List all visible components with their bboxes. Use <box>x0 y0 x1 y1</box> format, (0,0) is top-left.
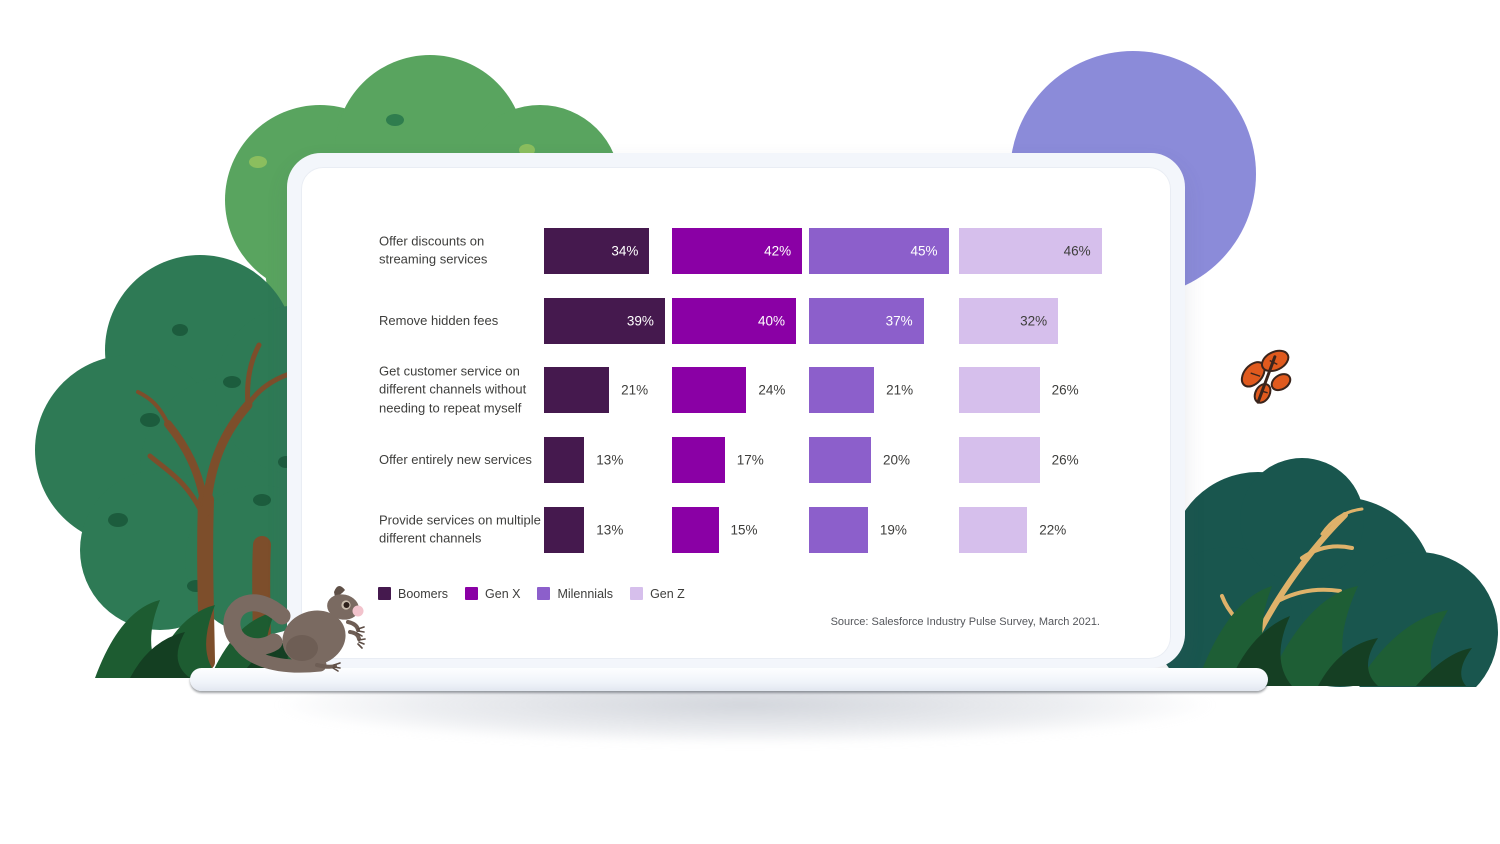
bar-genz: 46% <box>959 228 1102 274</box>
bar-value-label: 21% <box>886 382 914 398</box>
bar-value-label: 13% <box>596 452 624 468</box>
bar-value-label: 39% <box>626 313 654 329</box>
bar-value-label: 37% <box>885 313 913 329</box>
bar-value-label: 19% <box>879 522 907 538</box>
bar-value-label: 32% <box>1020 313 1048 329</box>
bar-boomers: 21% <box>544 367 648 413</box>
source-caption: Source: Salesforce Industry Pulse Survey… <box>830 616 1100 628</box>
bar-value-label: 26% <box>1051 382 1079 398</box>
bar-genz: 22% <box>959 507 1066 553</box>
row-label: Get customer service on different channe… <box>379 363 527 416</box>
chart-row: Get customer service on different channe… <box>287 363 1185 415</box>
laptop-screen: Offer discounts on streaming services 34… <box>287 153 1185 668</box>
legend-item-genz: Gen Z <box>630 587 685 601</box>
legend: Boomers Gen X Milennials Gen Z <box>378 586 685 601</box>
row-label: Provide services on multiple different c… <box>379 512 541 546</box>
bar-millennials: 45% <box>809 228 949 274</box>
bar-millennials: 21% <box>809 367 913 413</box>
row-label: Offer entirely new services <box>379 451 532 467</box>
laptop-base <box>190 668 1268 691</box>
legend-swatch <box>378 587 391 600</box>
legend-swatch <box>630 587 644 600</box>
squirrel-illustration <box>223 585 366 673</box>
bar-value-label: 17% <box>736 452 764 468</box>
bar-genz: 26% <box>959 367 1079 413</box>
bar-value-label: 22% <box>1039 522 1067 538</box>
bar-genz: 26% <box>959 437 1079 483</box>
bar-value-label: 45% <box>910 243 938 259</box>
bar-value-label: 34% <box>611 243 639 259</box>
ground-shadow <box>150 684 1340 779</box>
butterfly-icon <box>1240 349 1292 404</box>
bar-value-label: 13% <box>596 522 624 538</box>
bar-millennials: 37% <box>809 298 924 344</box>
bar-genx: 15% <box>672 507 758 553</box>
bar-value-label: 21% <box>621 382 649 398</box>
bar-boomers: 34% <box>544 228 650 274</box>
chart-row: Offer entirely new services 13% 17% 20% … <box>287 437 1185 483</box>
legend-label: Gen Z <box>650 586 685 601</box>
bar-chart: Offer discounts on streaming services 34… <box>287 153 1185 668</box>
bar-boomers: 39% <box>544 298 665 344</box>
bar-value-label: 46% <box>1063 243 1091 259</box>
bar-genx: 24% <box>672 367 785 413</box>
legend-label: Gen X <box>485 586 521 601</box>
bar-genx: 42% <box>672 228 803 274</box>
bar-value-label: 24% <box>758 382 786 398</box>
row-label: Offer discounts on streaming services <box>379 233 488 267</box>
legend-item-boomers: Boomers <box>378 587 448 601</box>
bush-right-front <box>1196 586 1472 686</box>
bar-genz: 32% <box>959 298 1059 344</box>
chart-row: Offer discounts on streaming services 34… <box>287 228 1185 274</box>
legend-label: Milennials <box>557 586 614 601</box>
bar-boomers: 13% <box>544 507 623 553</box>
bar-value-label: 15% <box>730 522 758 538</box>
bar-value-label: 26% <box>1051 452 1079 468</box>
bar-genx: 17% <box>672 437 764 483</box>
legend-item-genx: Gen X <box>465 587 520 601</box>
bar-millennials: 19% <box>809 507 907 553</box>
legend-label: Boomers <box>398 586 449 601</box>
bar-genx: 40% <box>672 298 796 344</box>
legend-item-millennials: Milennials <box>537 587 613 601</box>
legend-swatch <box>537 587 551 600</box>
bar-value-label: 40% <box>757 313 785 329</box>
bar-millennials: 20% <box>809 437 910 483</box>
bar-boomers: 13% <box>544 437 623 483</box>
bar-value-label: 42% <box>764 243 792 259</box>
bar-value-label: 20% <box>883 452 911 468</box>
chart-row: Remove hidden fees 39% 40% 37% 32% <box>287 298 1185 344</box>
legend-swatch <box>465 587 479 600</box>
chart-row: Provide services on multiple different c… <box>287 507 1185 553</box>
row-label: Remove hidden fees <box>379 312 499 328</box>
